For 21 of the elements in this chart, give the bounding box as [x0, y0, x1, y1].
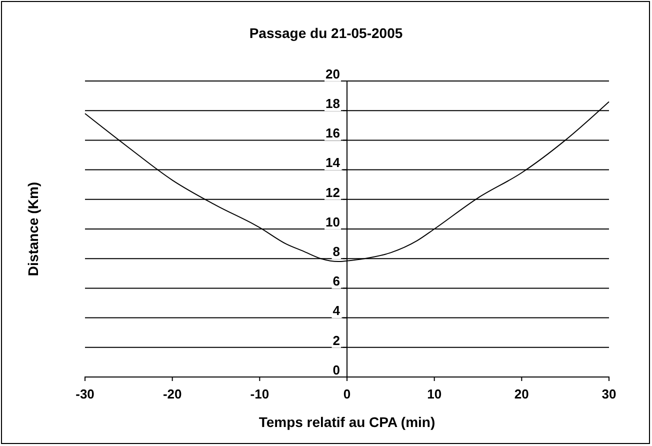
x-tick-label: 0: [343, 386, 351, 402]
y-tick-label: 12: [326, 184, 340, 200]
x-tick-label: 10: [427, 386, 442, 402]
y-axis-title: Distance (Km): [25, 182, 41, 276]
y-tick-label: 16: [326, 126, 340, 141]
y-tick-label: 0: [332, 362, 340, 378]
x-tick-label: -10: [250, 386, 270, 402]
y-tick-label: 4: [332, 303, 341, 318]
x-tick-label: -20: [162, 386, 182, 402]
x-tick-label: -30: [76, 386, 94, 402]
x-tick-label: 20: [514, 386, 529, 402]
chart-title: Passage du 21-05-2005: [249, 25, 403, 41]
y-tick-label: 18: [326, 96, 340, 111]
y-tick-label: 8: [332, 244, 340, 259]
y-tick-label: 2: [332, 332, 340, 348]
y-tick-label: 10: [326, 214, 340, 230]
y-tick-label: 20: [326, 66, 340, 82]
y-tick-label: 6: [332, 274, 340, 289]
y-tick-label: 14: [326, 155, 341, 170]
x-tick-label: 30: [602, 386, 616, 402]
x-axis-title: Temps relatif au CPA (min): [258, 414, 436, 430]
